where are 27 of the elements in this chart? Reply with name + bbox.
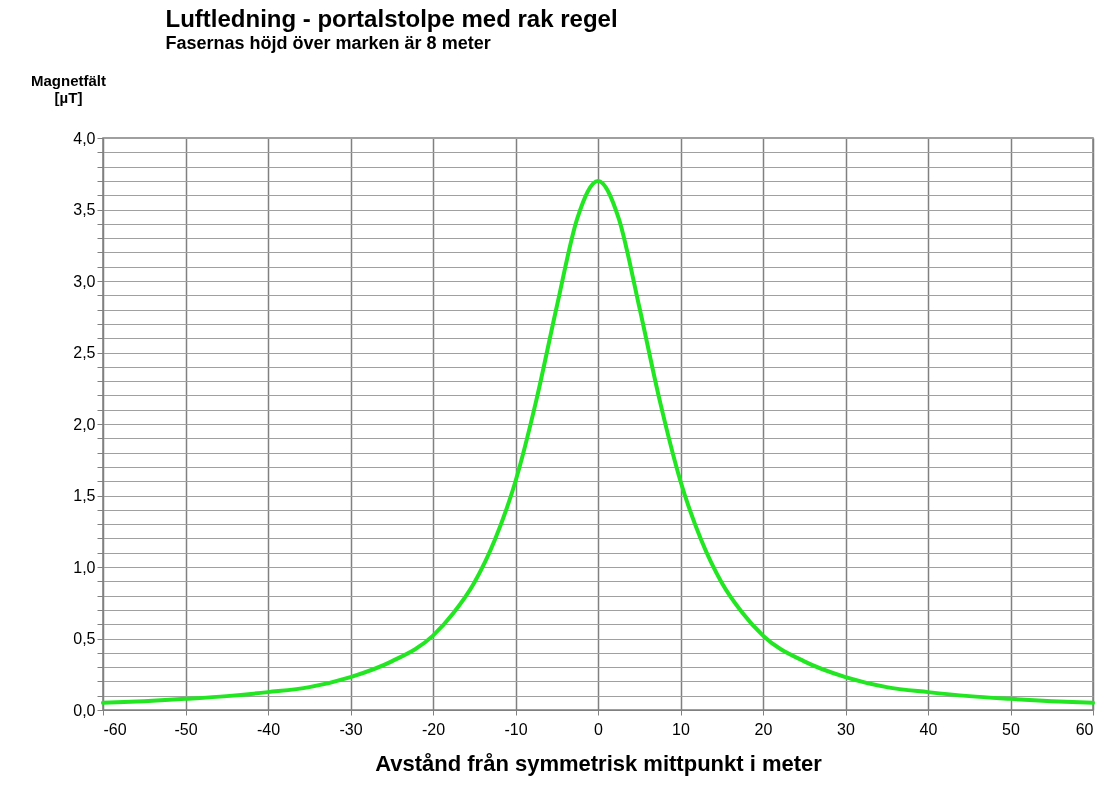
x-tick-label: 30	[837, 720, 855, 738]
chart-subtitle: Fasernas höjd över marken är 8 meter	[165, 33, 491, 53]
x-tick-label: 40	[919, 720, 938, 738]
x-tick-label: 60	[1075, 720, 1094, 738]
x-tick-label: -20	[421, 720, 446, 738]
x-axis-title: Avstånd från symmetrisk mittpunkt i meter	[375, 750, 823, 776]
y-tick-label: 2,5	[73, 344, 96, 361]
x-tick-label: -10	[504, 720, 528, 738]
y-tick-label: 1,0	[73, 558, 96, 576]
y-tick-label: 3,0	[73, 272, 96, 290]
x-tick-label: 50	[1002, 720, 1020, 738]
x-tick-label: -30	[339, 720, 363, 738]
x-tick-label: -40	[256, 720, 281, 738]
y-tick-label: 1,5	[73, 487, 96, 504]
y-axis-title: Magnetfält [µT]	[31, 71, 106, 106]
x-tick-label: -50	[174, 720, 198, 738]
y-tick-label: 3,5	[73, 201, 96, 218]
line-series	[101, 178, 1095, 705]
y-tick-label: 4,0	[73, 129, 96, 147]
x-tick-label: 20	[754, 720, 773, 738]
x-tick-label: 10	[672, 720, 690, 738]
x-tick-label: -60	[103, 720, 127, 738]
chart-title: Luftledning - portalstolpe med rak regel	[165, 5, 618, 32]
y-tick-label: 0,0	[73, 701, 96, 719]
y-tick-label: 2,0	[73, 415, 96, 433]
x-tick-label: 0	[594, 720, 604, 738]
y-tick-label: 0,5	[73, 630, 96, 647]
